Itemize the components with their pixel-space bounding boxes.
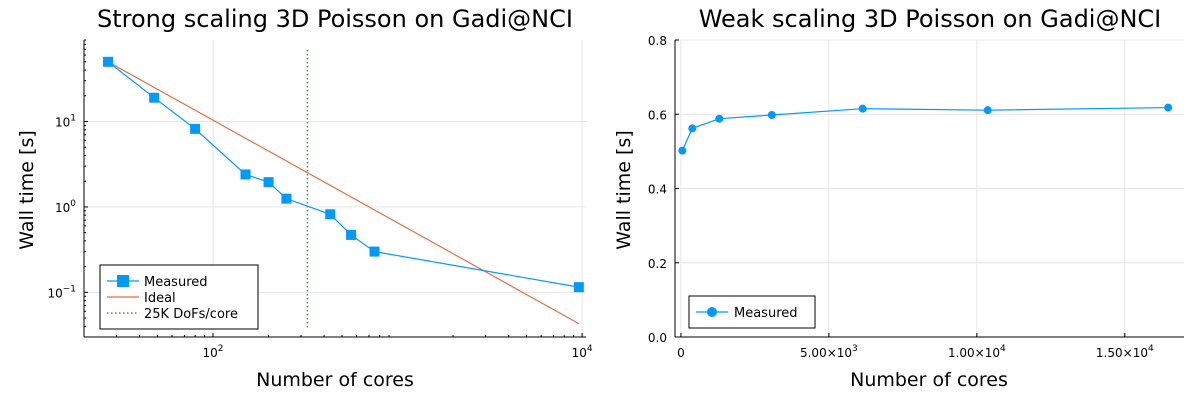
x-tick-label: 0 bbox=[677, 346, 685, 360]
grid bbox=[674, 39, 1184, 338]
x-tick-label: 104 bbox=[572, 344, 593, 360]
measured-point bbox=[281, 193, 292, 204]
measured-point bbox=[240, 169, 251, 180]
measured-point bbox=[190, 123, 201, 134]
measured-point bbox=[858, 104, 867, 113]
y-tick-label: 0.6 bbox=[648, 108, 667, 122]
data-series bbox=[103, 50, 584, 329]
x-tick-label: 102 bbox=[202, 344, 223, 360]
y-tick-label: 0.8 bbox=[648, 34, 667, 48]
weak-scaling-panel: Weak scaling 3D Poisson on Gadi@NCI 0 5.0… bbox=[613, 5, 1184, 391]
measured-point bbox=[369, 246, 380, 257]
x-tick-label: 5.00×103 bbox=[800, 344, 858, 360]
measured-line bbox=[107, 61, 579, 288]
legend-label-measured: Measured bbox=[144, 275, 208, 290]
data-series bbox=[678, 103, 1173, 155]
legend-marker-measured bbox=[117, 275, 129, 287]
y-axis-label: Wall time [s] bbox=[16, 130, 38, 250]
measured-point bbox=[767, 110, 776, 119]
tick-labels: 0 5.00×103 1.00×104 1.50×104 0.0 0.2 0.4 0.6 0.8 bbox=[648, 34, 1154, 360]
measured-point bbox=[678, 146, 687, 155]
measured-point bbox=[983, 106, 992, 115]
legend-label-ideal: Ideal bbox=[144, 291, 176, 306]
measured-point bbox=[1164, 103, 1173, 112]
y-tick-label: 101 bbox=[55, 114, 76, 130]
legend: Measured Ideal 25K DoFs/core bbox=[99, 264, 259, 330]
y-tick-label: 0.2 bbox=[648, 257, 667, 271]
x-axis-label: Number of cores bbox=[850, 369, 1008, 391]
x-tick-label: 1.50×104 bbox=[1096, 344, 1154, 360]
measured-point bbox=[149, 92, 160, 103]
legend-label-measured: Measured bbox=[734, 306, 798, 321]
measured-point bbox=[688, 124, 697, 133]
strong-scaling-panel: Strong scaling 3D Poisson on Gadi@NCI 10… bbox=[16, 5, 593, 391]
measured-point bbox=[103, 56, 114, 67]
measured-point bbox=[715, 114, 724, 123]
tick-labels: 102 104 10−1 100 101 bbox=[47, 114, 592, 360]
x-axis-label: Number of cores bbox=[256, 369, 414, 391]
legend: Measured bbox=[688, 295, 816, 329]
y-axis-label: Wall time [s] bbox=[613, 130, 635, 250]
ideal-line bbox=[107, 61, 580, 325]
weak-scaling-title: Weak scaling 3D Poisson on Gadi@NCI bbox=[699, 5, 1162, 33]
x-tick-label: 1.00×104 bbox=[948, 344, 1006, 360]
measured-point bbox=[263, 177, 274, 188]
legend-marker-measured bbox=[707, 307, 717, 317]
strong-scaling-title: Strong scaling 3D Poisson on Gadi@NCI bbox=[97, 5, 573, 33]
y-tick-label: 0.4 bbox=[648, 183, 667, 197]
measured-point bbox=[573, 282, 584, 293]
y-tick-label: 100 bbox=[55, 199, 76, 215]
y-tick-label: 0.0 bbox=[648, 331, 667, 345]
measured-point bbox=[346, 229, 357, 240]
y-tick-label: 10−1 bbox=[47, 284, 76, 300]
measured-point bbox=[325, 209, 336, 220]
legend-label-25k: 25K DoFs/core bbox=[144, 307, 238, 322]
